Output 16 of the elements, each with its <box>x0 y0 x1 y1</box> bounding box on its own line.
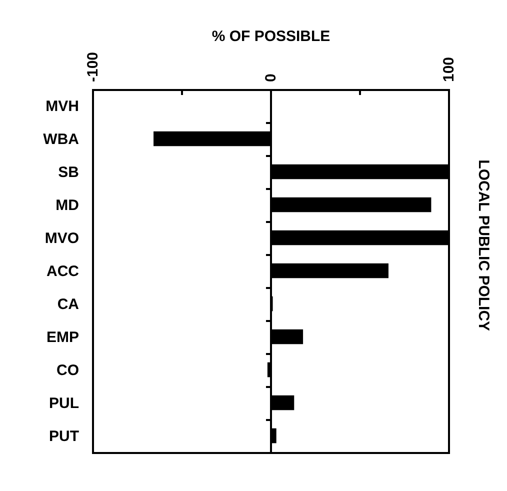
y-axis-title: LOCAL PUBLIC POLICY <box>475 160 492 332</box>
y-tick-label: EMP <box>46 329 79 346</box>
x-tick-label: 100 <box>440 56 458 82</box>
x-tick-label: 0 <box>262 74 280 82</box>
y-tick-label: ACC <box>46 263 80 280</box>
y-tick-label: CA <box>57 296 80 313</box>
x-tick-label: -100 <box>84 52 102 82</box>
y-tick-label: PUL <box>49 395 79 412</box>
x-axis-title: % OF POSSIBLE <box>212 28 330 46</box>
y-tick-label: WBA <box>43 131 80 148</box>
y-tick-label: MVH <box>46 98 79 115</box>
y-tick-label: MD <box>56 197 80 214</box>
y-tick-label: PUT <box>49 428 79 445</box>
y-tick-label: SB <box>58 164 80 181</box>
y-tick-label: CO <box>56 362 80 379</box>
y-tick-label: MVO <box>44 230 80 247</box>
